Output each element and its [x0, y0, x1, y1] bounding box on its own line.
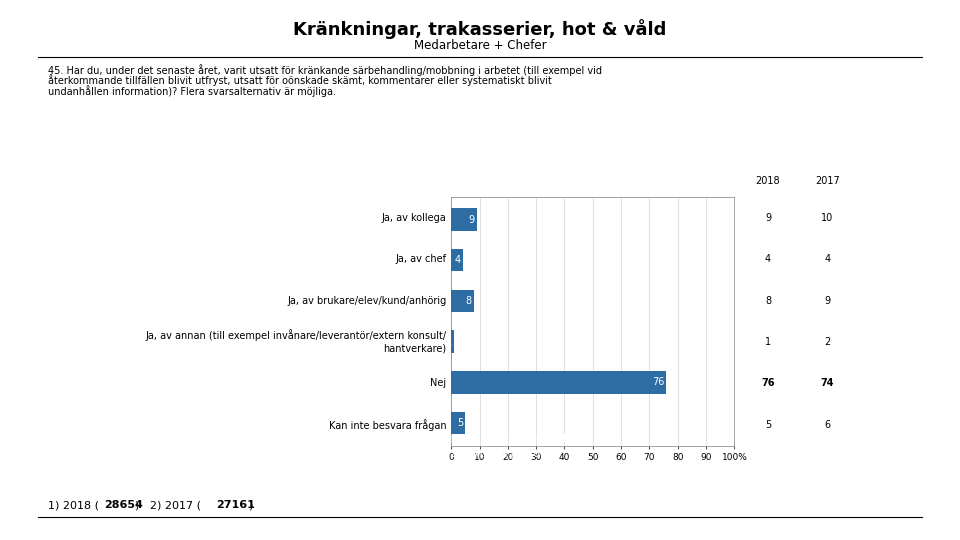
Text: 2: 2 — [825, 337, 830, 347]
Text: )   2) 2017 (: ) 2) 2017 ( — [135, 500, 202, 510]
Text: ): ) — [248, 500, 252, 510]
Text: 4: 4 — [825, 254, 830, 264]
Text: 27161: 27161 — [217, 500, 255, 510]
Bar — [451, 290, 474, 312]
Text: Ja, av annan (till exempel invånare/leverantör/extern konsult/: Ja, av annan (till exempel invånare/leve… — [145, 329, 446, 341]
Text: 4: 4 — [765, 254, 771, 264]
Text: 1: 1 — [445, 336, 452, 347]
Text: 74: 74 — [821, 379, 834, 388]
Text: 9: 9 — [468, 214, 474, 225]
Text: Ja, av kollega: Ja, av kollega — [382, 213, 446, 223]
Text: Nej: Nej — [430, 379, 446, 388]
Bar — [451, 208, 477, 231]
Text: Kränkningar, trakasserier, hot & våld: Kränkningar, trakasserier, hot & våld — [294, 19, 666, 39]
Text: 10: 10 — [822, 213, 833, 223]
Text: 8: 8 — [765, 295, 771, 306]
Text: 2017: 2017 — [815, 176, 840, 186]
Text: Kan inte besvara frågan: Kan inte besvara frågan — [328, 419, 446, 431]
Bar — [451, 330, 454, 353]
Text: 1) 2018 (: 1) 2018 ( — [48, 500, 99, 510]
Text: Ja, av brukare/elev/kund/anhörig: Ja, av brukare/elev/kund/anhörig — [287, 295, 446, 306]
Text: 8: 8 — [466, 296, 471, 306]
Text: 9: 9 — [825, 295, 830, 306]
Text: 4: 4 — [454, 255, 460, 265]
Text: Medarbetare + Chefer: Medarbetare + Chefer — [414, 39, 546, 52]
Text: 76: 76 — [761, 379, 775, 388]
Text: 9: 9 — [765, 213, 771, 223]
Bar — [451, 412, 466, 434]
Text: 2018: 2018 — [756, 176, 780, 186]
Text: 5: 5 — [457, 418, 463, 428]
Text: återkommande tillfällen blivit utfryst, utsatt för oönskade skämt, kommentarer e: återkommande tillfällen blivit utfryst, … — [48, 75, 552, 86]
Text: undanhållen information)? Flera svarsalternativ är möjliga.: undanhållen information)? Flera svarsalt… — [48, 85, 336, 97]
Bar — [451, 371, 666, 394]
Text: 5: 5 — [765, 420, 771, 430]
Text: 14% (14%) av medarbetarna och 7% (7%) av cheferna upplever sig kränkta av en kol: 14% (14%) av medarbetarna och 7% (7%) av… — [59, 434, 583, 459]
Text: Ja, av chef: Ja, av chef — [396, 254, 446, 264]
Text: 28654: 28654 — [104, 500, 143, 510]
Text: 6: 6 — [825, 420, 830, 430]
Text: hantverkare): hantverkare) — [383, 343, 446, 354]
Text: 76: 76 — [652, 377, 664, 387]
Text: 45. Har du, under det senaste året, varit utsatt för kränkande särbehandling/mob: 45. Har du, under det senaste året, vari… — [48, 64, 602, 76]
Text: 1: 1 — [765, 337, 771, 347]
Bar — [451, 249, 463, 272]
